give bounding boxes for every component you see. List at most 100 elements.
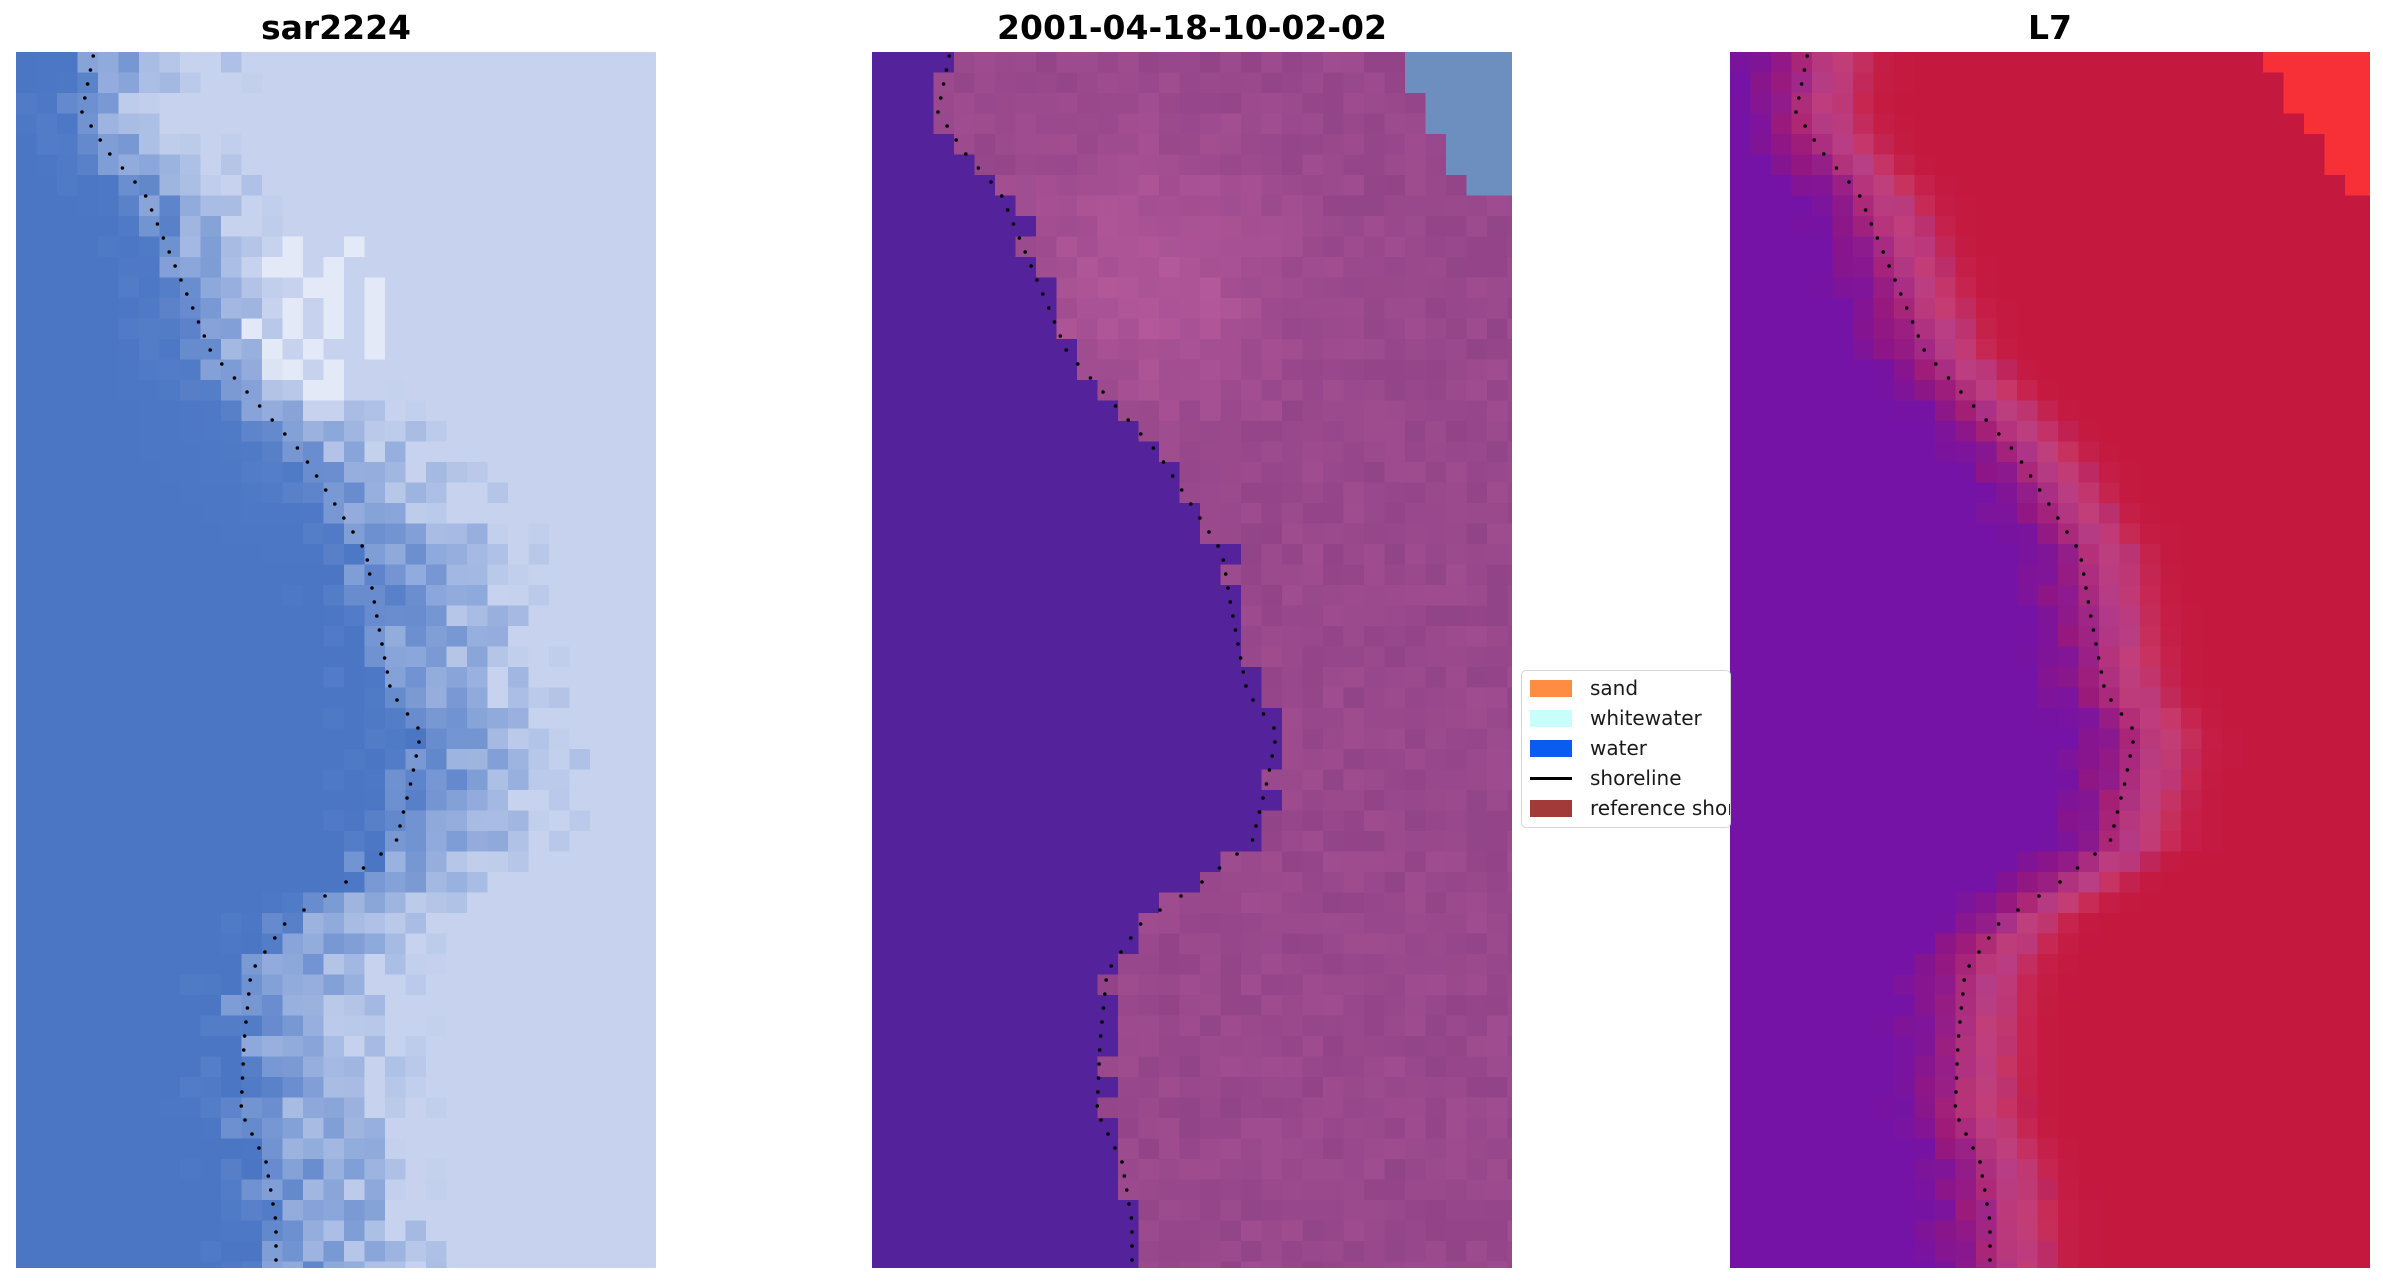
rgb-pixel xyxy=(610,564,632,586)
rgb-pixel xyxy=(569,236,591,258)
index-pixel xyxy=(2140,113,2162,135)
rgb-pixel xyxy=(446,277,468,299)
classified-pixel xyxy=(1097,1159,1119,1181)
classified-pixel xyxy=(974,831,996,853)
classified-pixel xyxy=(1384,831,1406,853)
classified-pixel xyxy=(1138,892,1160,914)
classified-pixel xyxy=(1036,1138,1058,1160)
classified-pixel xyxy=(933,708,955,730)
classified-pixel xyxy=(1323,810,1345,832)
index-pixel xyxy=(2242,298,2264,320)
index-pixel xyxy=(2201,154,2223,176)
index-pixel xyxy=(2140,175,2162,197)
classified-pixel xyxy=(1179,1241,1201,1263)
classified-pixel xyxy=(1118,216,1140,238)
classified-pixel xyxy=(1425,1200,1447,1222)
rgb-pixel xyxy=(590,708,612,730)
rgb-pixel xyxy=(159,523,181,545)
classified-pixel xyxy=(1241,790,1263,812)
rgb-pixel xyxy=(241,913,263,935)
rgb-pixel xyxy=(241,974,263,996)
classified-pixel xyxy=(1220,359,1242,381)
classified-shoreline-point xyxy=(1161,460,1166,464)
rgb-pixel xyxy=(426,790,448,812)
rgb-pixel xyxy=(631,790,653,812)
rgb-pixel xyxy=(16,687,38,709)
rgb-pixel xyxy=(16,421,38,443)
classified-pixel xyxy=(1487,687,1509,709)
rgb-pixel xyxy=(590,687,612,709)
rgb-pixel xyxy=(446,851,468,873)
classified-pixel xyxy=(1466,1220,1488,1242)
rgb-pixel xyxy=(180,1015,202,1037)
rgb-pixel xyxy=(385,1036,407,1058)
rgb-pixel xyxy=(36,1077,58,1099)
index-pixel xyxy=(2365,585,2370,607)
rgb-pixel xyxy=(139,318,161,340)
classified-pixel xyxy=(1405,523,1427,545)
classified-pixel xyxy=(1405,585,1427,607)
index-pixel xyxy=(2242,421,2264,443)
classified-pixel xyxy=(1466,1159,1488,1181)
rgb-pixel xyxy=(159,1261,181,1268)
rgb-pixel xyxy=(98,503,120,525)
rgb-pixel xyxy=(200,933,222,955)
classified-pixel xyxy=(1466,872,1488,894)
classified-pixel xyxy=(1261,216,1283,238)
classified-pixel xyxy=(1015,954,1037,976)
classified-pixel xyxy=(1056,585,1078,607)
index-pixel xyxy=(2324,72,2346,94)
rgb-pixel xyxy=(426,421,448,443)
classified-pixel xyxy=(1261,544,1283,566)
classified-pixel xyxy=(1200,441,1222,463)
classified-pixel xyxy=(954,1179,976,1201)
classified-pixel xyxy=(1261,810,1283,832)
classified-pixel xyxy=(1282,810,1304,832)
classified-pixel xyxy=(1507,646,1512,668)
index-pixel xyxy=(1955,93,1977,115)
classified-pixel xyxy=(1323,646,1345,668)
rgb-pixel xyxy=(180,605,202,627)
classified-pixel xyxy=(1261,769,1283,791)
index-pixel xyxy=(2304,400,2326,422)
classified-pixel xyxy=(1282,503,1304,525)
index-pixel xyxy=(1750,564,1772,586)
index-pixel xyxy=(1750,195,1772,217)
rgb-pixel xyxy=(98,1015,120,1037)
classified-pixel xyxy=(1507,339,1512,361)
rgb-pixel xyxy=(405,913,427,935)
rgb-pixel xyxy=(631,913,653,935)
index-pixel xyxy=(2222,277,2244,299)
index-pixel xyxy=(2201,523,2223,545)
rgb-pixel xyxy=(282,646,304,668)
rgb-pixel xyxy=(631,1118,653,1140)
index-pixel xyxy=(2242,236,2264,258)
classified-pixel xyxy=(1323,708,1345,730)
rgb-pixel xyxy=(57,1036,79,1058)
rgb-pixel xyxy=(57,585,79,607)
classified-pixel xyxy=(974,72,996,94)
rgb-pixel xyxy=(57,1015,79,1037)
rgb-pixel xyxy=(36,995,58,1017)
rgb-pixel xyxy=(118,605,140,627)
classified-pixel xyxy=(1302,277,1324,299)
classified-pixel xyxy=(1015,257,1037,279)
classified-pixel xyxy=(1138,769,1160,791)
rgb-pixel xyxy=(590,933,612,955)
rgb-pixel xyxy=(405,277,427,299)
rgb-shoreline-point xyxy=(264,1160,268,1164)
rgb-pixel xyxy=(180,1179,202,1201)
rgb-pixel xyxy=(118,298,140,320)
rgb-pixel xyxy=(36,1241,58,1263)
classified-pixel xyxy=(995,708,1017,730)
classified-pixel xyxy=(1118,1200,1140,1222)
index-pixel xyxy=(2140,400,2162,422)
rgb-pixel xyxy=(282,810,304,832)
classified-pixel xyxy=(1036,892,1058,914)
index-pixel xyxy=(2037,462,2059,484)
classified-pixel xyxy=(1425,482,1447,504)
index-pixel xyxy=(2058,523,2080,545)
index-pixel xyxy=(2017,72,2039,94)
classified-pixel xyxy=(1056,954,1078,976)
rgb-pixel xyxy=(323,175,345,197)
